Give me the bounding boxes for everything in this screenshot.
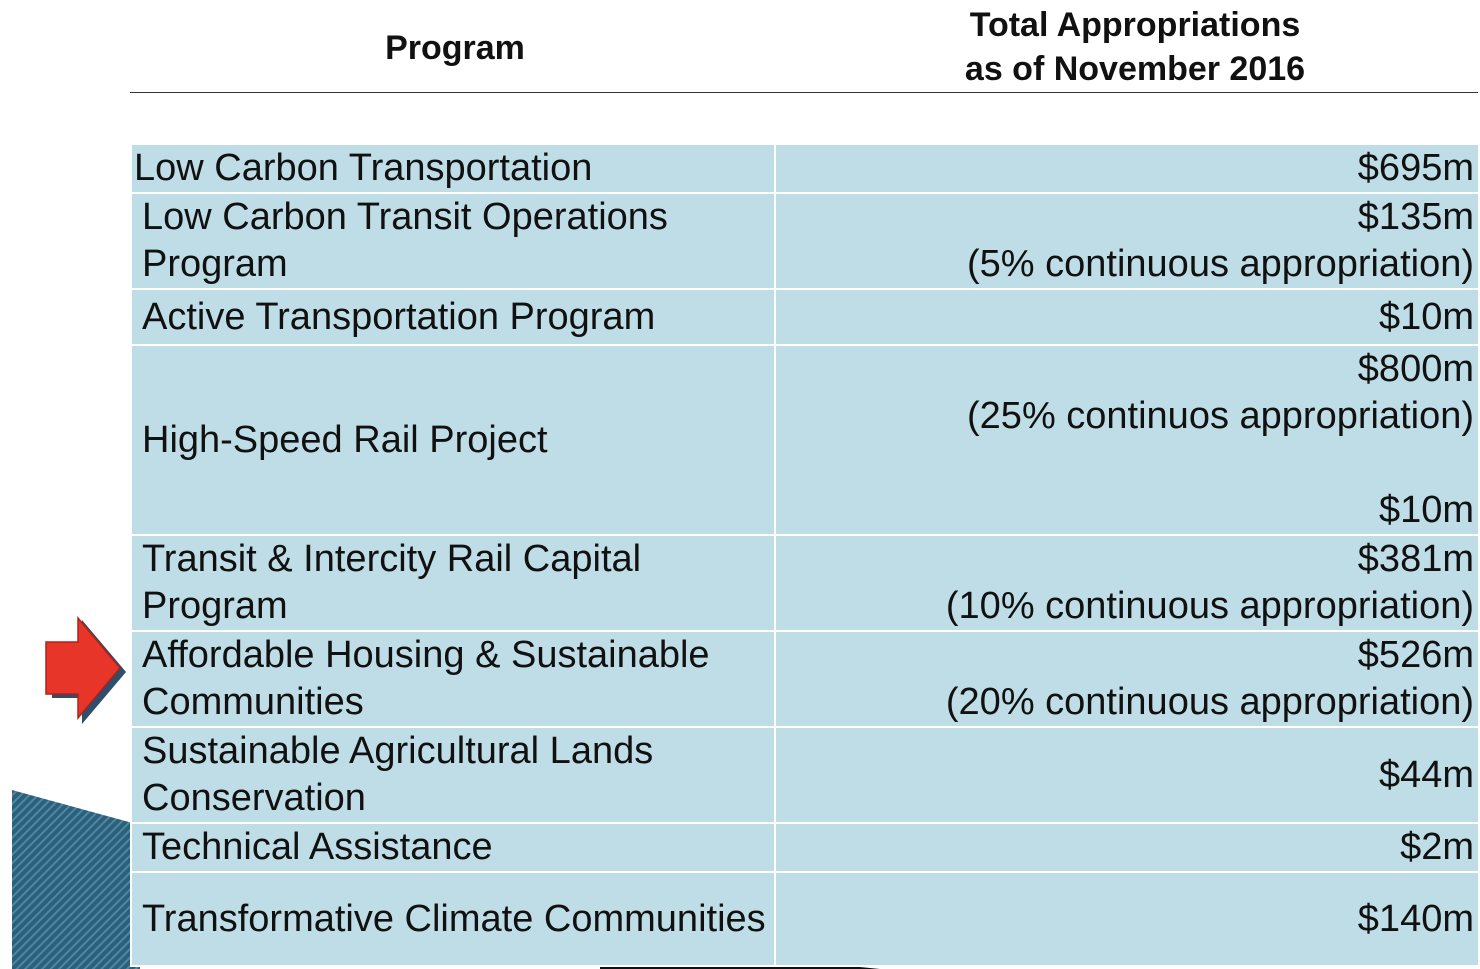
amount-cell: $44m bbox=[774, 726, 1480, 824]
amount-line: $135m bbox=[1357, 196, 1474, 238]
program-cell: Transformative Climate Communities bbox=[130, 871, 776, 967]
table-row: Transformative Climate Communities $140m bbox=[130, 871, 1480, 967]
appropriations-table: Low Carbon Transportation $695m Low Carbon… bbox=[130, 143, 1480, 967]
header-amount-line: as of November 2016 bbox=[964, 50, 1306, 88]
amount-line: (25% continuos appropriation) bbox=[967, 395, 1474, 437]
corner-shape bbox=[12, 790, 140, 969]
amount-cell: $381m (10% continuous appropriation) bbox=[774, 534, 1480, 632]
table-row: High-Speed Rail Project $800m (25% continu… bbox=[130, 344, 1480, 536]
amount-line: (10% continuous appropriation) bbox=[945, 585, 1474, 627]
table-row: Low Carbon Transportation $695m bbox=[130, 143, 1480, 194]
table-row: Sustainable Agricultural Lands Conservat… bbox=[130, 726, 1480, 824]
amount-cell: $135m (5% continuous appropriation) bbox=[774, 192, 1480, 290]
amount-cell: $695m bbox=[774, 143, 1480, 194]
amount-line: $10m bbox=[1378, 295, 1474, 338]
program-cell: Sustainable Agricultural Lands Conservat… bbox=[130, 726, 776, 824]
program-cell: Affordable Housing & Sustainable Communi… bbox=[130, 630, 776, 728]
program-cell: Transit & Intercity Rail Capital Program bbox=[130, 534, 776, 632]
program-cell: Active Transportation Program bbox=[130, 288, 776, 346]
header-amount-line: Total Appropriations bbox=[969, 6, 1301, 44]
amount-cell: $140m bbox=[774, 871, 1480, 967]
amount-cell: $800m (25% continuos appropriation) $10m bbox=[774, 344, 1480, 536]
arrow bbox=[45, 615, 121, 721]
amount-line: (20% continuous appropriation) bbox=[945, 681, 1474, 723]
amount-line: $2m bbox=[1400, 826, 1474, 868]
table-row: Transit & Intercity Rail Capital Program… bbox=[130, 534, 1480, 632]
amount-line: $44m bbox=[1378, 753, 1474, 796]
amount-line: $526m bbox=[1357, 634, 1474, 676]
program-cell: Low Carbon Transportation bbox=[130, 143, 776, 194]
header-program: Program bbox=[385, 29, 525, 67]
table-row: Technical Assistance $2m bbox=[130, 822, 1480, 873]
amount-line: $140m bbox=[1357, 897, 1474, 940]
header-rule bbox=[130, 92, 1478, 93]
program-cell: High-Speed Rail Project bbox=[130, 344, 776, 536]
program-cell: Low Carbon Transit Operations Program bbox=[130, 192, 776, 290]
table-row: Low Carbon Transit Operations Program $13… bbox=[130, 192, 1480, 290]
amount-line: $381m bbox=[1357, 538, 1474, 580]
amount-line: $10m bbox=[1378, 489, 1474, 531]
table-row: Affordable Housing & Sustainable Communi… bbox=[130, 630, 1480, 728]
amount-cell: $10m bbox=[774, 288, 1480, 346]
amount-line: $695m bbox=[1357, 147, 1474, 189]
amount-cell: $526m (20% continuous appropriation) bbox=[774, 630, 1480, 728]
table-row: Active Transportation Program $10m bbox=[130, 288, 1480, 346]
amount-line: (5% continuous appropriation) bbox=[967, 243, 1474, 285]
program-cell: Technical Assistance bbox=[130, 822, 776, 873]
amount-line: $800m bbox=[1357, 348, 1474, 390]
header-amount: Total Appropriations as of November 2016 bbox=[900, 3, 1370, 91]
amount-cell: $2m bbox=[774, 822, 1480, 873]
